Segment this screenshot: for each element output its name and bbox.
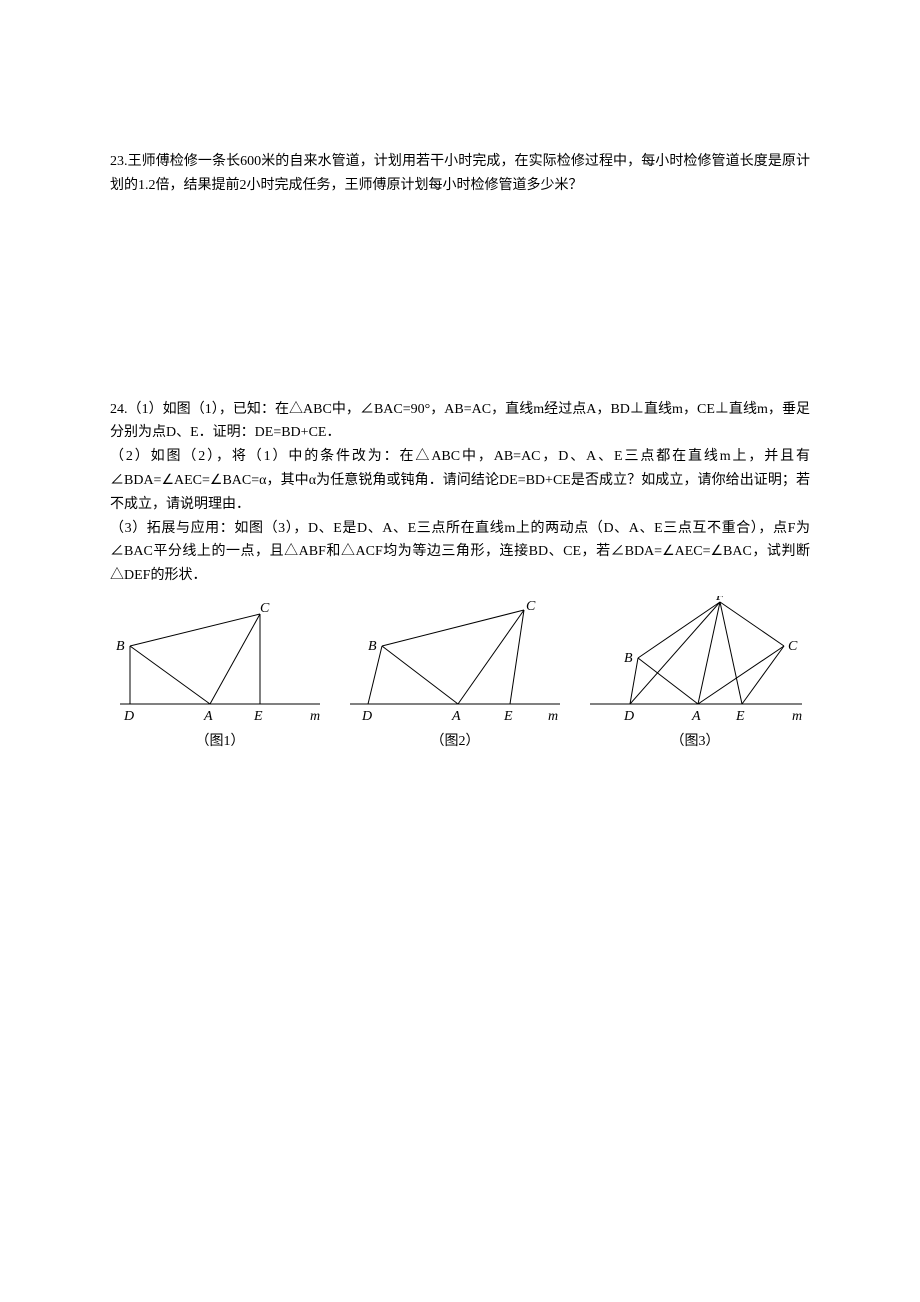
svg-text:C: C	[260, 601, 270, 616]
svg-text:A: A	[451, 709, 461, 724]
svg-text:F: F	[715, 596, 725, 604]
svg-text:A: A	[203, 709, 213, 724]
svg-text:B: B	[116, 639, 125, 654]
svg-text:D: D	[361, 709, 372, 724]
problem-24-part1: 24.（1）如图（1），已知：在△ABC中，∠BAC=90°，AB=AC，直线m…	[110, 398, 810, 446]
figure-1-caption: （图1）	[196, 730, 245, 754]
problem-24: 24.（1）如图（1），已知：在△ABC中，∠BAC=90°，AB=AC，直线m…	[110, 398, 810, 588]
problem-24-part3: （3）拓展与应用：如图（3），D、E是D、A、E三点所在直线m上的两动点（D、A…	[110, 517, 810, 588]
svg-text:A: A	[691, 709, 701, 724]
svg-text:m: m	[548, 709, 558, 724]
svg-text:C: C	[788, 639, 798, 654]
problem-23-text: 23.王师傅检修一条长600米的自来水管道，计划用若干小时完成，在实际检修过程中…	[110, 154, 810, 193]
svg-text:E: E	[503, 709, 513, 724]
svg-text:C: C	[526, 599, 536, 614]
figures-row: B C D A Em （图1） B C D A Em （图2） B C F D A Em （图3）	[110, 596, 810, 754]
figure-2-svg: B C D A Em	[340, 596, 570, 726]
svg-text:m: m	[310, 709, 320, 724]
spacing-gap	[110, 198, 810, 398]
svg-text:B: B	[368, 639, 377, 654]
figure-3-svg: B C F D A Em	[580, 596, 810, 726]
svg-text:E: E	[735, 709, 745, 724]
problem-24-part2: （2）如图（2），将（1）中的条件改为：在△ABC中，AB=AC，D、A、E三点…	[110, 445, 810, 516]
svg-text:m: m	[792, 709, 802, 724]
figure-1-svg: B C D A Em	[110, 596, 330, 726]
problem-23: 23.王师傅检修一条长600米的自来水管道，计划用若干小时完成，在实际检修过程中…	[110, 150, 810, 198]
figure-1-block: B C D A Em （图1）	[110, 596, 330, 754]
svg-text:B: B	[624, 651, 633, 666]
svg-text:D: D	[623, 709, 634, 724]
svg-text:D: D	[123, 709, 134, 724]
figure-2-caption: （图2）	[431, 730, 480, 754]
figure-3-caption: （图3）	[671, 730, 720, 754]
figure-3-block: B C F D A Em （图3）	[580, 596, 810, 754]
page: 23.王师傅检修一条长600米的自来水管道，计划用若干小时完成，在实际检修过程中…	[0, 0, 920, 1302]
svg-text:E: E	[253, 709, 263, 724]
figure-2-block: B C D A Em （图2）	[340, 596, 570, 754]
